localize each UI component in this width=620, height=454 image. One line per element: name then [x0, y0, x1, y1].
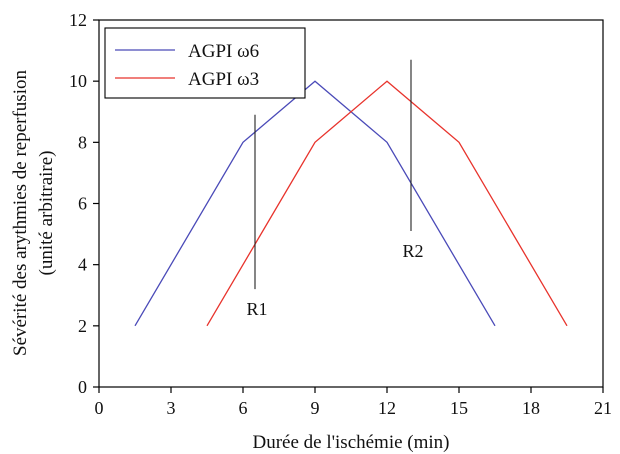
x-tick-label: 9 [311, 398, 320, 418]
x-tick-label: 0 [95, 398, 104, 418]
legend-box [104, 27, 306, 99]
x-tick-label: 12 [378, 398, 396, 418]
y-tick-label: 2 [78, 316, 87, 336]
x-axis-label: Durée de l'ischémie (min) [252, 432, 449, 453]
x-tick-label: 15 [450, 398, 468, 418]
x-tick-label: 3 [167, 398, 176, 418]
x-tick-label: 18 [522, 398, 540, 418]
y-tick-label: 12 [69, 10, 87, 30]
legend-label-2: AGPI ω3 [188, 69, 259, 90]
y-axis-label-line-2: (unité arbitraire) [36, 150, 57, 275]
y-tick-label: 8 [78, 132, 87, 152]
axes: 0 3 6 9 12 15 18 21 0 2 4 6 8 10 12 [69, 10, 612, 418]
x-tick-label: 6 [239, 398, 248, 418]
series-layer [134, 80, 568, 327]
y-tick-label: 10 [69, 71, 87, 91]
legend: AGPI ω6 AGPI ω3 [104, 27, 306, 99]
annotation-label-r1: R1 [246, 299, 267, 319]
y-tick-label: 4 [78, 255, 87, 275]
y-axis-label-line-1: Sévérité des arythmies de reperfusion [10, 70, 31, 356]
annotation-label-r2: R2 [402, 241, 423, 261]
legend-label-1: AGPI ω6 [188, 41, 259, 62]
x-tick-label: 21 [594, 398, 612, 418]
y-tick-label: 0 [78, 377, 87, 397]
series-line-1 [134, 80, 496, 327]
series-line-2 [206, 80, 568, 327]
annotation-layer: R1 R2 [246, 59, 424, 319]
y-tick-label: 6 [78, 194, 87, 214]
